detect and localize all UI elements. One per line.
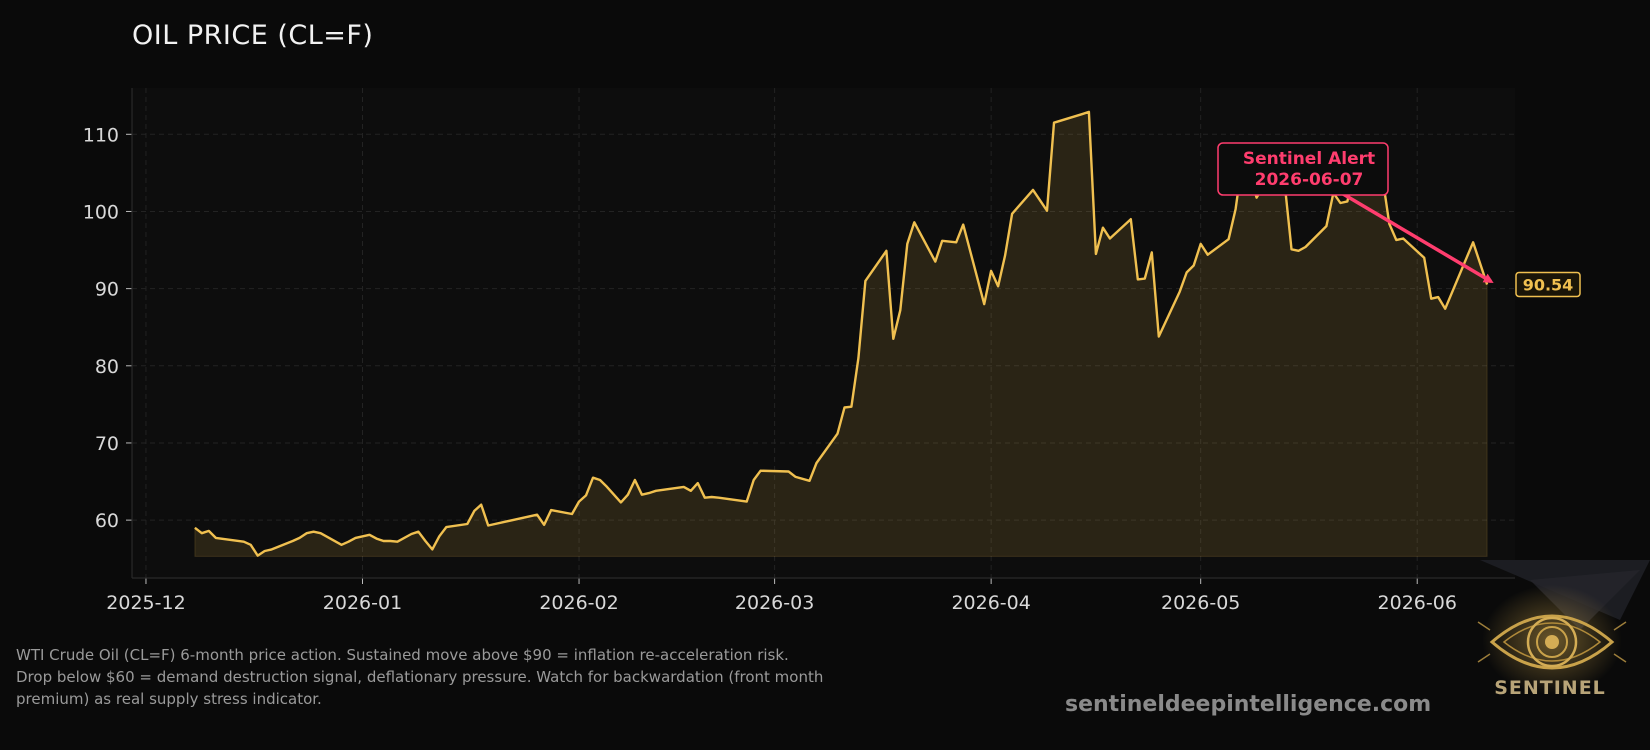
- chart-title: OIL PRICE (CL=F): [132, 20, 374, 51]
- alert-box: [1217, 142, 1389, 196]
- logo-wordmark: SENTINEL: [1494, 677, 1606, 699]
- x-tick-label: 2026-06: [1378, 592, 1457, 614]
- x-tick-label: 2026-02: [539, 592, 618, 614]
- caption-line: premium) as real supply stress indicator…: [16, 690, 322, 708]
- y-tick-label: 90: [95, 279, 119, 301]
- y-tick-label: 100: [83, 201, 119, 223]
- alert-arrow: [1337, 189, 1494, 283]
- x-tick-label: 2025-12: [106, 592, 185, 614]
- chart-caption: WTI Crude Oil (CL=F) 6-month price actio…: [16, 644, 896, 710]
- y-tick-label: 70: [95, 433, 119, 455]
- alert-text: Sentinel Alert: [1243, 149, 1375, 169]
- last-value-label: 90.54: [1523, 275, 1574, 294]
- x-tick-label: 2026-01: [323, 592, 402, 614]
- x-tick-label: 2026-03: [735, 592, 814, 614]
- x-tick-label: 2026-04: [951, 592, 1030, 614]
- y-tick-label: 60: [95, 510, 119, 532]
- last-value-badge: [1515, 271, 1581, 298]
- axes: 60 70 80 90 100 110 2025-12 2026-01 2026-02 2026-…: [83, 88, 1515, 614]
- y-tick-label: 110: [83, 124, 119, 146]
- website-watermark: sentineldeepintelligence.com: [1065, 692, 1432, 717]
- alert-text: 2026-06-07: [1255, 170, 1364, 190]
- caption-line: WTI Crude Oil (CL=F) 6-month price actio…: [16, 646, 789, 664]
- y-tick-label: 80: [95, 356, 119, 378]
- eye-icon: [1477, 560, 1650, 695]
- caption-line: Drop below $60 = demand destruction sign…: [16, 668, 824, 686]
- x-tick-label: 2026-05: [1161, 592, 1240, 614]
